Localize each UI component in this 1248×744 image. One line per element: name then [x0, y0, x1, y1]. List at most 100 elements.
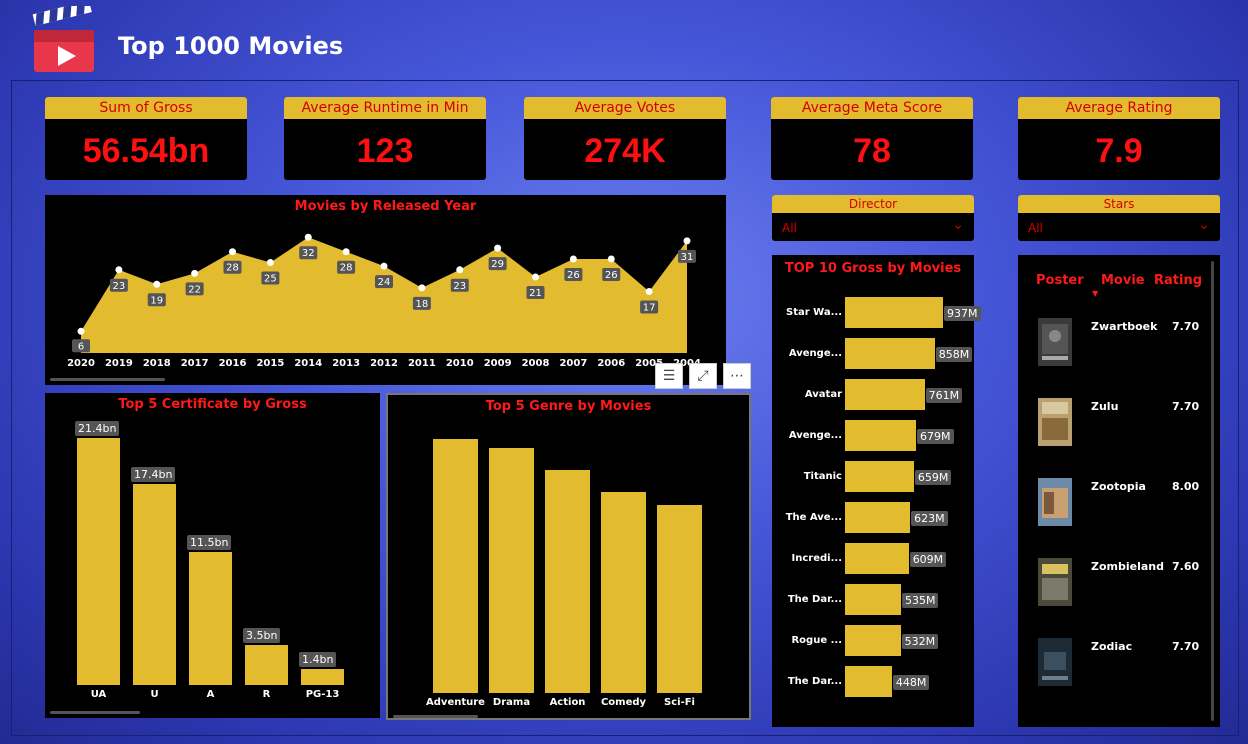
kpi-value: 123: [356, 132, 414, 170]
bar[interactable]: [845, 584, 901, 615]
chevron-down-icon[interactable]: ⌄: [952, 217, 964, 233]
x-tick-label: 2005: [635, 358, 663, 369]
x-tick-label: 2017: [181, 358, 209, 369]
data-point[interactable]: [569, 255, 577, 263]
data-label-bg: [450, 278, 469, 292]
table-cell-rating: 7.70: [1172, 640, 1200, 653]
data-label: 17.4bn: [131, 467, 176, 483]
bar[interactable]: [845, 297, 943, 328]
data-point[interactable]: [380, 262, 388, 270]
filter-icon[interactable]: ☰: [655, 363, 683, 389]
data-label: 17: [643, 303, 656, 314]
data-label: 25: [264, 274, 277, 285]
bar[interactable]: [845, 666, 892, 697]
bar[interactable]: [77, 438, 120, 685]
data-point[interactable]: [191, 269, 199, 277]
data-point[interactable]: [115, 266, 123, 274]
table-cell-rating: 8.00: [1172, 480, 1200, 493]
stars-slicer-value[interactable]: All: [1028, 221, 1043, 235]
data-point[interactable]: [77, 327, 85, 335]
data-point[interactable]: [683, 237, 691, 245]
bar[interactable]: [133, 484, 176, 685]
director-slicer[interactable]: Director All ⌄: [772, 195, 974, 241]
bar[interactable]: [845, 338, 935, 369]
column-header-movie[interactable]: Movie: [1101, 273, 1145, 288]
bar[interactable]: [189, 552, 232, 685]
data-label-bg: [678, 249, 696, 263]
movies-by-year-chart[interactable]: Movies by Released Year 6 2020 23 2019 19 201…: [45, 195, 726, 385]
horizontal-scrollbar[interactable]: [50, 378, 165, 381]
x-tick-label: 2019: [105, 358, 133, 369]
data-point[interactable]: [494, 244, 502, 252]
genre-movies-chart[interactable]: Top 5 Genre by Movies Adventure Drama Acti…: [386, 393, 751, 720]
horizontal-scrollbar[interactable]: [393, 715, 478, 718]
bar[interactable]: [845, 625, 901, 656]
data-label: 22: [188, 284, 201, 295]
horizontal-scrollbar[interactable]: [50, 711, 140, 714]
data-label-bg: [337, 260, 356, 274]
bar[interactable]: [845, 543, 909, 574]
kpi-average-rating[interactable]: Average Rating 7.9: [1018, 97, 1220, 180]
bar[interactable]: [845, 502, 911, 533]
poster-image: [1038, 318, 1072, 366]
data-point[interactable]: [266, 259, 274, 267]
kpi-average-meta-score[interactable]: Average Meta Score 78: [771, 97, 973, 180]
data-point[interactable]: [229, 248, 236, 256]
data-label: 535M: [901, 593, 939, 608]
stars-slicer[interactable]: Stars All ⌄: [1018, 195, 1220, 241]
data-point[interactable]: [418, 284, 426, 292]
data-point[interactable]: [456, 266, 464, 274]
data-label: 609M: [909, 552, 947, 567]
focus-mode-icon[interactable]: ⤢: [689, 363, 717, 389]
data-point[interactable]: [532, 273, 539, 281]
bar[interactable]: [845, 461, 914, 492]
x-tick-label: 2010: [446, 358, 474, 369]
column-header-rating[interactable]: Rating: [1154, 273, 1203, 288]
data-point[interactable]: [645, 288, 653, 295]
data-point[interactable]: [342, 248, 350, 256]
data-label: 32: [302, 248, 315, 259]
bar[interactable]: [433, 439, 478, 693]
director-slicer-value[interactable]: All: [782, 221, 797, 235]
sort-descending-icon: ▼: [1092, 289, 1099, 298]
chevron-down-icon[interactable]: ⌄: [1198, 217, 1210, 233]
data-point[interactable]: [153, 280, 161, 288]
more-options-icon[interactable]: ⋯: [723, 363, 751, 389]
certificate-gross-chart[interactable]: Top 5 Certificate by Gross 21.4bn UA 17.4b…: [45, 393, 380, 718]
bar[interactable]: [245, 644, 288, 685]
data-point[interactable]: [304, 233, 312, 241]
bar[interactable]: [545, 470, 590, 693]
x-tick-label: 2015: [256, 358, 284, 369]
bar[interactable]: [601, 492, 646, 693]
table-cell-movie: Zootopia: [1091, 480, 1146, 493]
vertical-scrollbar[interactable]: [1211, 261, 1214, 721]
data-label: 24: [378, 277, 391, 288]
bar[interactable]: [845, 379, 925, 410]
data-label: 28: [226, 263, 239, 274]
data-label: 679M: [917, 429, 954, 444]
bar[interactable]: [489, 448, 534, 693]
data-label: 21: [529, 288, 542, 299]
x-tick-label: 2011: [408, 358, 436, 369]
x-tick-label: PG-13: [305, 689, 340, 700]
kpi-average-votes[interactable]: Average Votes 274K: [524, 97, 726, 180]
data-label: 29: [491, 259, 504, 270]
x-tick-label: Action: [549, 697, 586, 708]
bar[interactable]: [657, 505, 702, 693]
x-tick-label: 2013: [332, 358, 360, 369]
column-header-poster[interactable]: Poster: [1036, 273, 1084, 288]
poster-image: [1038, 478, 1072, 526]
kpi-sum-of-gross[interactable]: Sum of Gross 56.54bn: [45, 97, 247, 180]
data-point[interactable]: [607, 255, 615, 263]
top10-gross-chart[interactable]: TOP 10 Gross by Movies 937M Star Wa... 858…: [772, 255, 981, 727]
x-tick-label: 2016: [219, 358, 247, 369]
data-label-bg: [412, 296, 431, 310]
kpi-average-runtime[interactable]: Average Runtime in Min 123: [284, 97, 486, 180]
kpi-label: Average Rating: [1018, 97, 1220, 119]
stars-slicer-label: Stars: [1018, 195, 1220, 213]
data-label-bg: [375, 275, 393, 289]
bar[interactable]: [845, 420, 917, 451]
kpi-label: Average Votes: [524, 97, 726, 119]
bar[interactable]: [301, 668, 344, 685]
x-tick-label: Adventure: [426, 697, 485, 708]
